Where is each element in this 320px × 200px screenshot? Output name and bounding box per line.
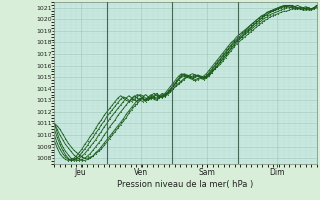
X-axis label: Pression niveau de la mer( hPa ): Pression niveau de la mer( hPa ) (117, 180, 254, 189)
